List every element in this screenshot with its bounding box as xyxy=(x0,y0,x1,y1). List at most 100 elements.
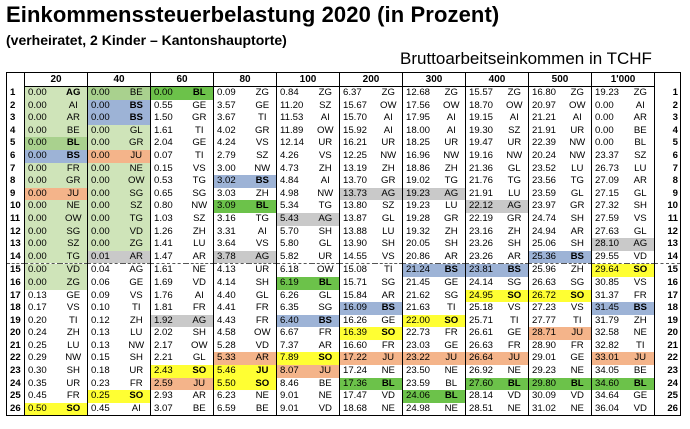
canton-cell: TG xyxy=(192,175,206,187)
tax-rate-cell: 17.24 xyxy=(339,365,375,378)
tax-rate-cell: 22.73 xyxy=(402,327,438,340)
column-group-label: Bruttoarbeitseinkommen in TCHF xyxy=(400,49,652,68)
tax-rate-cell: 4.14 xyxy=(213,276,249,290)
canton-cell: TI xyxy=(194,149,204,161)
tax-rate-cell: 15.57 xyxy=(465,86,501,100)
tax-rate-cell: 6.37 xyxy=(339,86,375,100)
table-row: 11 0.00 OW 0.00 TG 1.03 SZ 3.16 TG 5.43 AG 13.87 GL 1… xyxy=(7,212,681,226)
column-header: 500 xyxy=(528,72,592,87)
tax-rate-cell: 5.82 xyxy=(276,250,312,265)
canton-cell: GR xyxy=(570,200,585,212)
table-row: 6 0.00 BS 0.00 JU 0.07 TI 2.79 SZ 4.26 VS 12.25 NW 16… xyxy=(7,149,681,163)
canton-cell: TG xyxy=(318,200,332,212)
canton-cell: TI xyxy=(194,124,204,136)
row-number: 4 xyxy=(10,124,16,136)
row-number: 20 xyxy=(10,327,21,339)
canton-cell: VD xyxy=(318,402,332,414)
tax-rate-cell: 15.92 xyxy=(339,124,375,138)
canton-cell: ZH xyxy=(444,162,458,174)
tax-rate-cell: 15.71 xyxy=(339,276,375,290)
tax-rate-cell: 0.00 xyxy=(591,99,627,113)
tax-rate-cell: 19.23 xyxy=(591,86,627,100)
canton-cell: JU xyxy=(437,352,466,366)
tax-rate-cell: 15.84 xyxy=(339,289,375,303)
tax-rate-cell: 16.80 xyxy=(528,86,564,100)
tax-rate-cell: 29.01 xyxy=(528,352,564,366)
canton-cell: TG xyxy=(122,212,151,226)
tax-rate-cell: 0.00 xyxy=(24,124,60,138)
table-row: 8 0.00 GR 0.00 OW 0.53 TG 3.02 BS 4.84 AI 13.70 GR 19… xyxy=(7,175,681,188)
row-number: 7 xyxy=(10,162,16,174)
row-number: 22 xyxy=(10,352,21,364)
row-number: 18 xyxy=(10,302,21,314)
tax-rate-cell: 13.19 xyxy=(339,162,375,176)
canton-cell: VD xyxy=(255,339,269,351)
page-title: Einkommenssteuerbelastung 2020 (in Proze… xyxy=(6,2,500,27)
tax-rate-cell: 0.29 xyxy=(24,352,60,366)
canton-cell: AI xyxy=(320,175,330,187)
tax-rate-cell: 0.13 xyxy=(24,289,60,303)
canton-cell: NE xyxy=(444,402,458,414)
tax-rate-cell: 23.50 xyxy=(402,365,438,378)
canton-cell: OW xyxy=(316,124,334,136)
canton-cell: BL xyxy=(437,390,466,403)
tax-rate-cell: 2.21 xyxy=(150,352,186,366)
canton-cell: NE xyxy=(570,402,584,414)
table-row: 10 0.00 NE 0.00 SZ 0.80 NW 3.09 BL 5.34 TG 13.80 SZ 1… xyxy=(7,200,681,213)
tax-rate-cell: 1.61 xyxy=(150,124,186,138)
canton-cell: VD xyxy=(570,390,584,402)
tax-rate-cell: 3.67 xyxy=(213,112,249,125)
tax-rate-cell: 0.00 xyxy=(24,149,60,163)
table-row: 15 0.00 VD 0.04 AG 1.61 NE 4.13 UR 6.18 OW 15.08 TI 2… xyxy=(7,263,681,277)
row-number-right: 4 xyxy=(654,124,681,138)
canton-cell: SZ xyxy=(508,124,521,136)
tax-rate-cell: 26.73 xyxy=(591,162,627,176)
row-number-right: 24 xyxy=(654,377,681,391)
tax-rate-cell: 4.84 xyxy=(276,175,312,188)
tax-rate-cell: 0.00 xyxy=(24,137,60,150)
tax-rate-cell: 15.08 xyxy=(339,263,375,277)
canton-cell: ZH xyxy=(255,187,269,199)
canton-cell: GR xyxy=(444,212,459,224)
canton-cell: SG xyxy=(122,187,151,201)
tax-rate-cell: 7.89 xyxy=(276,352,312,366)
table-row: 9 0.00 JU 0.00 SG 0.65 SG 3.03 ZH 4.98 NW 13.73 AG 19… xyxy=(7,187,681,201)
tax-rate-cell: 20.97 xyxy=(528,99,564,113)
canton-cell: GR xyxy=(255,124,270,136)
tax-rate-cell: 24.06 xyxy=(402,390,438,403)
tax-rate-cell: 0.15 xyxy=(150,162,186,176)
canton-cell: BL xyxy=(500,377,529,391)
canton-cell: BS xyxy=(563,250,592,265)
tax-rate-cell: 1.03 xyxy=(150,212,186,226)
page-subtitle: (verheiratet, 2 Kinder – Kantonshauptort… xyxy=(6,32,287,48)
canton-cell: SG xyxy=(381,276,396,288)
tax-rate-cell: 24.95 xyxy=(465,289,501,303)
tax-rate-cell: 2.59 xyxy=(150,377,186,391)
tax-rate-cell: 1.26 xyxy=(150,225,186,239)
canton-cell: ZG xyxy=(633,87,647,98)
canton-cell: ZH xyxy=(318,162,332,174)
canton-cell: AR xyxy=(185,250,214,265)
canton-cell: LU xyxy=(193,238,206,250)
canton-cell: FR xyxy=(59,162,88,176)
row-number: 1 xyxy=(10,86,16,98)
row-number-right: 21 xyxy=(654,339,681,353)
tax-rate-cell: 0.13 xyxy=(87,327,123,340)
canton-cell: FR xyxy=(570,339,584,351)
tax-rate-cell: 11.89 xyxy=(276,124,312,138)
canton-cell: AR xyxy=(248,352,277,366)
tax-rate-cell: 29.64 xyxy=(591,263,627,277)
canton-cell: GE xyxy=(507,327,522,339)
tax-rate-cell: 19.23 xyxy=(402,200,438,213)
tax-rate-cell: 0.00 xyxy=(24,212,60,226)
tax-rate-cell: 5.28 xyxy=(213,339,249,353)
canton-cell: GE xyxy=(570,352,585,364)
table-row: 14 0.00 TG 0.01 AR 1.47 AR 3.78 AG 5.82 UR 14.55 VS 2… xyxy=(6,250,681,265)
tax-rate-cell: 8.46 xyxy=(276,377,312,391)
column-header: 1'000 xyxy=(591,72,655,87)
tax-rate-cell: 0.09 xyxy=(213,86,249,100)
tax-rate-cell: 27.59 xyxy=(591,212,627,226)
tax-rate-cell: 21.91 xyxy=(528,124,564,138)
tax-rate-cell: 0.24 xyxy=(24,327,60,340)
canton-cell: TI xyxy=(635,339,645,351)
